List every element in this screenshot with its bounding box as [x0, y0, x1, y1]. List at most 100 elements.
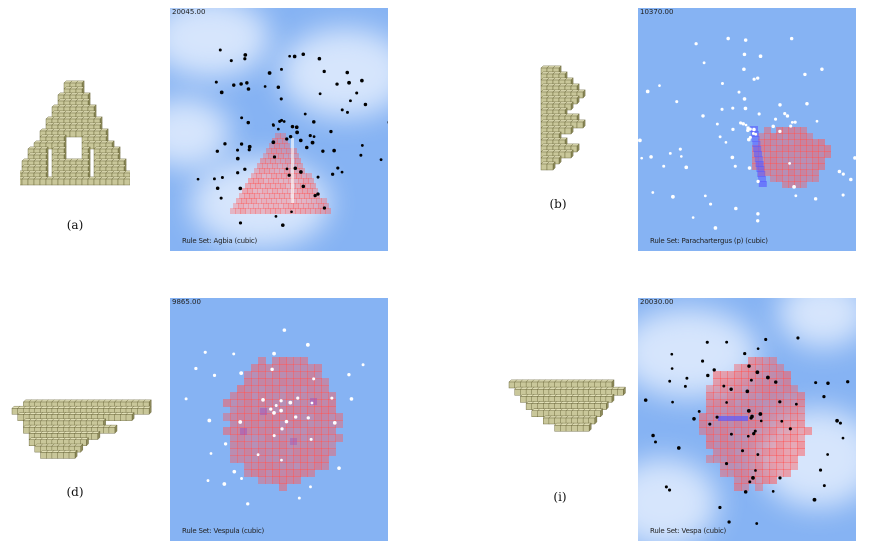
nest-voxel	[790, 441, 798, 449]
nest-voxel	[259, 168, 265, 174]
nest-voxel	[286, 148, 292, 154]
nest-voxel	[285, 208, 291, 214]
particle	[332, 420, 337, 425]
voxel-cube	[576, 89, 586, 99]
nest-voxel	[755, 357, 763, 365]
nest-voxel	[279, 371, 287, 379]
nest-voxel	[720, 455, 728, 463]
nest-voxel	[762, 364, 770, 372]
particle	[835, 418, 839, 423]
voxel-cube	[570, 95, 580, 105]
nest-voxel	[274, 193, 280, 199]
nest-voxel	[270, 208, 276, 214]
particle	[746, 128, 750, 133]
nest-voxel	[310, 183, 316, 189]
nest-voxel	[307, 455, 315, 463]
nest-voxel	[762, 427, 770, 435]
nest-voxel	[265, 455, 273, 463]
nest-voxel	[748, 476, 756, 484]
particle	[783, 112, 787, 116]
particle	[746, 409, 751, 413]
nest-voxel	[281, 148, 287, 154]
nest-voxel	[783, 378, 791, 386]
simulation-panel-i: 20030.00 Rule Set: Vespa (cubic)	[638, 298, 856, 541]
particle	[724, 462, 729, 466]
particle	[236, 171, 240, 175]
nest-voxel	[812, 151, 819, 158]
nest-voxel	[280, 183, 286, 189]
nest-voxel	[258, 434, 266, 442]
voxel-structure-d	[11, 399, 152, 459]
particle	[212, 177, 216, 181]
nest-voxel	[288, 203, 294, 209]
particle	[347, 80, 351, 85]
particle	[643, 398, 648, 402]
nest-voxel	[270, 158, 276, 164]
nest-voxel	[741, 434, 749, 442]
nest-voxel	[769, 413, 777, 421]
voxel-cube	[79, 437, 89, 447]
nest-voxel	[788, 127, 795, 134]
nest-voxel	[279, 469, 287, 477]
nest-voxel	[812, 157, 819, 164]
particle	[294, 415, 298, 419]
nest-voxel	[762, 448, 770, 456]
nest-voxel	[783, 427, 791, 435]
nest-voxel	[272, 448, 280, 456]
nest-voxel	[233, 203, 239, 209]
nest-voxel	[741, 420, 749, 428]
nest-voxel	[297, 163, 303, 169]
nest-voxel	[806, 175, 813, 182]
nest-voxel	[303, 178, 309, 184]
nest-voxel	[246, 198, 252, 204]
nest-voxel	[283, 153, 289, 159]
nest-voxel	[757, 171, 766, 177]
nest-voxel	[769, 455, 777, 463]
nest-voxel	[312, 188, 318, 194]
nest-voxel	[275, 208, 281, 214]
nest-voxel	[279, 483, 287, 491]
nest-voxel	[755, 434, 763, 442]
particle	[734, 206, 738, 211]
nest-voxel	[296, 173, 302, 179]
particle	[322, 206, 327, 210]
nest-voxel	[713, 448, 721, 456]
nest-voxel	[756, 166, 765, 172]
nest-voxel	[776, 175, 783, 182]
nest-voxel	[244, 193, 250, 199]
nest-voxel	[321, 413, 329, 421]
nest-voxel	[223, 413, 231, 421]
particle	[308, 134, 312, 138]
nest-voxel	[800, 139, 807, 146]
nest-voxel	[258, 371, 266, 379]
nest-voxel	[748, 441, 756, 449]
nest-voxel	[286, 371, 294, 379]
particle	[841, 193, 845, 197]
particle	[261, 398, 265, 402]
particle	[725, 401, 728, 404]
nest-voxel	[272, 357, 280, 365]
nest-voxel	[782, 145, 789, 152]
nest-voxel	[755, 448, 763, 456]
nest-voxel	[769, 385, 777, 393]
nest-voxel	[293, 357, 301, 365]
nest-voxel	[286, 455, 294, 463]
nest-voxel	[290, 438, 297, 445]
particle	[340, 108, 344, 112]
nest-voxel	[272, 385, 280, 393]
particle	[312, 377, 316, 381]
nest-voxel	[242, 188, 248, 194]
voxel-structure-i	[508, 379, 626, 432]
nest-voxel	[272, 399, 280, 407]
nest-voxel	[713, 441, 721, 449]
nest-voxel	[241, 198, 247, 204]
nest-voxel	[293, 462, 301, 470]
nest-voxel	[755, 378, 763, 386]
nest-voxel	[236, 198, 242, 204]
nest-voxel	[286, 420, 294, 428]
nest-voxel	[251, 364, 259, 372]
particle	[756, 212, 760, 216]
nest-voxel	[741, 441, 749, 449]
nest-voxel	[265, 448, 273, 456]
nest-voxel	[281, 198, 287, 204]
